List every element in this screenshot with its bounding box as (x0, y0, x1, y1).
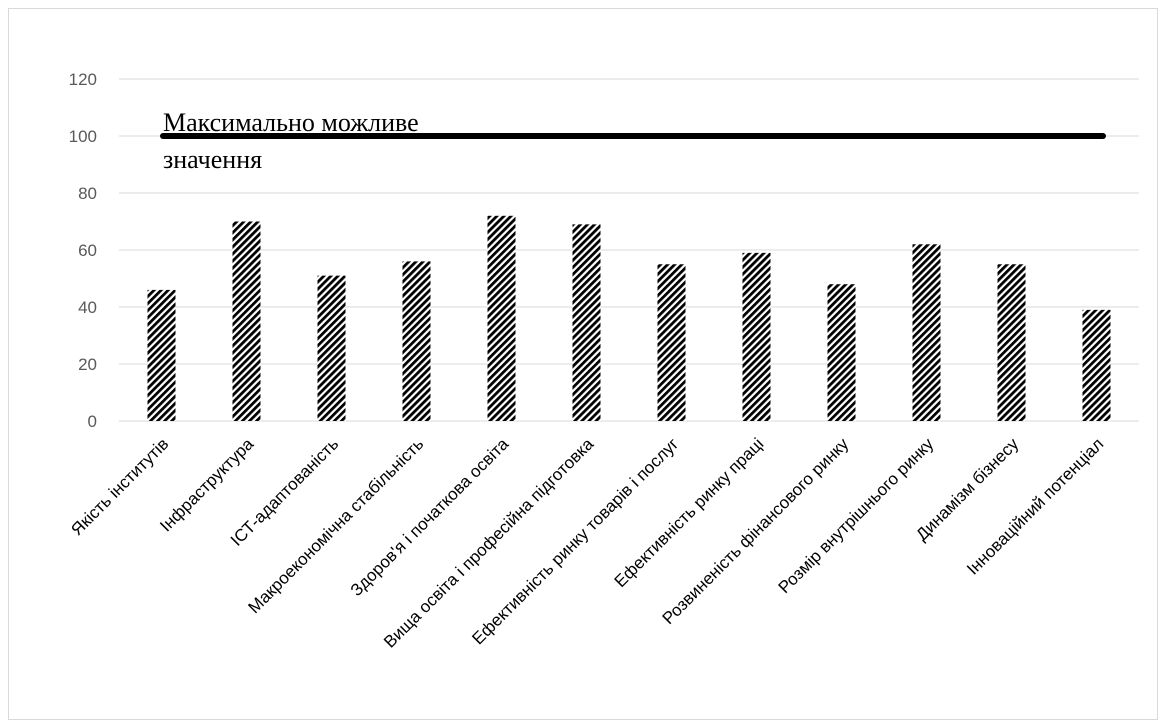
bar (402, 261, 431, 421)
bar (232, 221, 261, 421)
bars (147, 215, 1111, 421)
bar (147, 289, 176, 421)
y-tick-label: 60 (78, 241, 97, 260)
y-tick-label: 100 (69, 127, 97, 146)
chart-frame: 0 20 40 60 80 100 120 Максимально можливе знач… (8, 8, 1158, 720)
x-category-label: Розвиненість фінансового ринку (659, 434, 853, 628)
y-tick-label: 120 (69, 70, 97, 89)
x-category-label: Макроекономічна стабільність (244, 434, 427, 617)
y-tick-label: 0 (88, 412, 97, 431)
bar (912, 244, 941, 421)
bar (827, 284, 856, 421)
bar (997, 264, 1026, 421)
x-category-label: Інноваційний потенціал (963, 434, 1107, 578)
y-tick-label: 40 (78, 298, 97, 317)
reference-line-group: Максимально можливе значення (160, 108, 1106, 174)
x-category-label: Здоров'я і початкова освіта (347, 434, 513, 600)
bar (657, 264, 686, 421)
bar (1082, 309, 1111, 421)
reference-label-line2: значення (163, 145, 262, 174)
bar-chart: 0 20 40 60 80 100 120 Максимально можливе знач… (67, 70, 1139, 652)
bar (742, 252, 771, 421)
x-axis-category-labels: Якість інститутівІнфраструктураІСТ-адапт… (67, 434, 1107, 652)
y-tick-label: 80 (78, 184, 97, 203)
bar (572, 224, 601, 421)
x-category-label: Ефективність ринку праці (611, 434, 768, 591)
y-axis-tick-labels: 0 20 40 60 80 100 120 (69, 70, 97, 431)
bar (317, 275, 346, 421)
y-tick-label: 20 (78, 355, 97, 374)
bar (487, 215, 516, 421)
reference-label-line1: Максимально можливе (163, 108, 419, 137)
x-category-label: Розмір внутрішнього ринку (775, 434, 938, 597)
